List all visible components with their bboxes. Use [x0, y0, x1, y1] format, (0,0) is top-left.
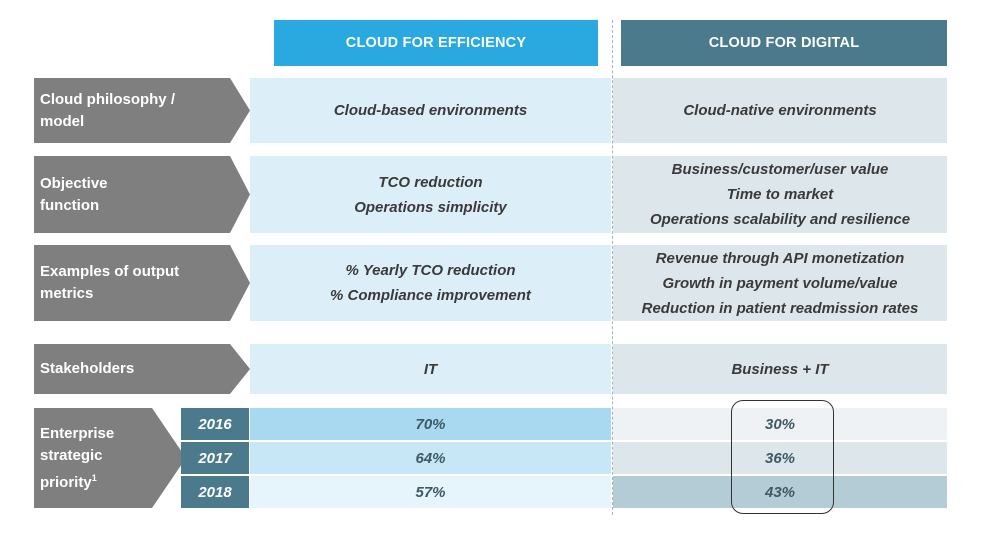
row-1-label: Cloud philosophy / model — [40, 89, 200, 133]
efficiency-share-2018-value: 57% — [415, 484, 445, 501]
row-1-efficiency-text: Cloud-based environments — [334, 98, 527, 123]
row-3-label-arrow: Examples of output metrics — [34, 245, 250, 321]
row-3-label: Examples of output metrics — [40, 261, 205, 305]
row-3-efficiency-cell: % Yearly TCO reduction % Compliance impr… — [250, 245, 611, 321]
row-2-digital-cell: Business/customer/user value Time to mar… — [613, 156, 947, 233]
row-1-digital-cell: Cloud-native environments — [613, 78, 947, 143]
row-2-digital-line-3: Operations scalability and resilience — [650, 207, 910, 232]
row-3-digital-line-3: Reduction in patient readmission rates — [642, 296, 919, 321]
row-3-digital-cell: Revenue through API monetization Growth … — [613, 245, 947, 321]
row-2-digital-line-1: Business/customer/user value — [672, 157, 889, 182]
row-4-digital-cell: Business + IT — [613, 344, 947, 394]
efficiency-share-2017-value: 64% — [415, 450, 445, 467]
year-2018-label: 2018 — [198, 484, 231, 501]
row-4-digital-text: Business + IT — [731, 357, 828, 382]
row-1-efficiency-cell: Cloud-based environments — [250, 78, 611, 143]
row-2-efficiency-line-1: TCO reduction — [378, 170, 482, 195]
row-1-digital-text: Cloud-native environments — [683, 98, 876, 123]
row-4-label-arrow: Stakeholders — [34, 344, 250, 394]
row-3-efficiency-line-1: % Yearly TCO reduction — [345, 258, 515, 283]
column-header-efficiency: CLOUD FOR EFFICIENCY — [274, 20, 598, 66]
row-2-label: Objective function — [40, 173, 150, 217]
priority-label-arrow: Enterprise strategic priority1 — [34, 408, 186, 508]
row-2-efficiency-cell: TCO reduction Operations simplicity — [250, 156, 611, 233]
row-4-label: Stakeholders — [40, 358, 134, 380]
efficiency-share-2018: 57% — [250, 476, 611, 508]
efficiency-share-2016-value: 70% — [415, 416, 445, 433]
row-3-digital-line-1: Revenue through API monetization — [656, 246, 905, 271]
row-2-digital-line-2: Time to market — [727, 182, 833, 207]
row-2-label-arrow: Objective function — [34, 156, 250, 233]
year-2018: 2018 — [181, 476, 249, 508]
priority-label-text: Enterprise strategic priority — [40, 425, 114, 491]
priority-footnote-marker: 1 — [92, 473, 97, 483]
row-2-efficiency-line-2: Operations simplicity — [354, 195, 507, 220]
column-header-digital-label: CLOUD FOR DIGITAL — [709, 35, 860, 51]
row-1-label-arrow: Cloud philosophy / model — [34, 78, 250, 143]
efficiency-share-2016: 70% — [250, 408, 611, 440]
row-3-efficiency-line-2: % Compliance improvement — [330, 283, 531, 308]
year-2017-label: 2017 — [198, 450, 231, 467]
row-4-efficiency-text: IT — [424, 357, 437, 382]
priority-label: Enterprise strategic priority1 — [40, 423, 130, 494]
column-header-digital: CLOUD FOR DIGITAL — [621, 20, 947, 66]
row-4-efficiency-cell: IT — [250, 344, 611, 394]
year-2016: 2016 — [181, 408, 249, 440]
column-header-efficiency-label: CLOUD FOR EFFICIENCY — [346, 35, 526, 51]
year-2016-label: 2016 — [198, 416, 231, 433]
year-2017: 2017 — [181, 442, 249, 474]
efficiency-share-2017: 64% — [250, 442, 611, 474]
digital-share-highlight — [731, 400, 834, 514]
row-3-digital-line-2: Growth in payment volume/value — [662, 271, 897, 296]
